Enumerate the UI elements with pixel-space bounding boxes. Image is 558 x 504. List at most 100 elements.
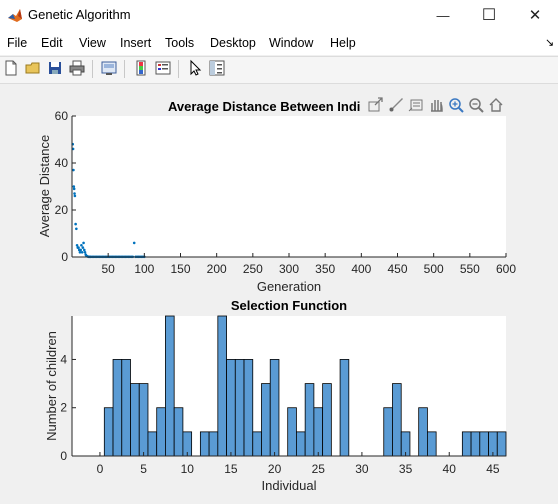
bar (479, 431, 489, 457)
y-tick-label: 20 (55, 203, 69, 217)
close-button[interactable]: ✕ (512, 0, 558, 30)
x-tick-label: 20 (268, 462, 282, 476)
x-tick-label: 5 (140, 462, 147, 476)
x-tick-label: 15 (224, 462, 238, 476)
datatip-icon[interactable] (408, 99, 423, 112)
figure-area: Average Distance Between Indi 50 100 150 20… (0, 84, 558, 504)
data-point (72, 187, 76, 191)
axes-average-distance[interactable]: Average Distance Between Indi 50 100 150 20… (37, 99, 516, 294)
property-editor-icon[interactable] (208, 59, 226, 77)
zoom-out-icon[interactable] (469, 98, 484, 113)
bar (322, 383, 332, 457)
bar (339, 359, 350, 457)
data-point (80, 243, 83, 247)
x-tick-labels: 50 100 150 200 250 300 350 400 450 500 550 600 (101, 262, 516, 276)
home-icon[interactable] (489, 98, 503, 112)
data-point (78, 251, 82, 254)
x-tick-labels: 0 5 10 15 20 25 30 35 40 45 (97, 462, 500, 476)
menu-tools[interactable]: Tools (165, 36, 195, 50)
plot-title: Average Distance Between Indi (168, 99, 360, 114)
data-point (82, 241, 85, 245)
bars (103, 315, 507, 457)
toolbar-separator (178, 60, 179, 78)
pan-icon[interactable] (431, 100, 443, 112)
print-icon[interactable] (68, 59, 86, 77)
data-point (72, 168, 75, 172)
data-point (73, 194, 77, 198)
menu-window[interactable]: Window (269, 36, 314, 50)
menu-insert[interactable]: Insert (120, 36, 152, 50)
matlab-logo-icon (8, 9, 22, 22)
export-icon[interactable] (368, 97, 383, 112)
bar (217, 315, 227, 457)
link-icon[interactable] (100, 59, 118, 77)
pointer-icon[interactable] (186, 59, 204, 77)
x-tick-label: 350 (315, 262, 335, 276)
data-point (75, 243, 79, 247)
open-file-icon[interactable] (24, 59, 42, 77)
x-tick-label: 100 (134, 262, 154, 276)
maximize-button[interactable]: ☐ (466, 0, 512, 30)
y-tick-label: 0 (60, 449, 67, 463)
axes-toolbar (364, 95, 506, 116)
bar (470, 431, 481, 457)
save-icon[interactable] (46, 59, 64, 77)
x-tick-label: 600 (496, 262, 516, 276)
menu-desktop[interactable]: Desktop (210, 36, 256, 50)
menu-help[interactable]: Help (330, 36, 356, 50)
x-tick-label: 30 (355, 462, 369, 476)
colorbar-icon[interactable] (132, 59, 150, 77)
legend-icon[interactable] (154, 59, 172, 77)
bar (173, 407, 184, 457)
menu-overflow-icon[interactable]: ↘ (545, 37, 555, 49)
bar (418, 407, 428, 457)
x-tick-label: 10 (181, 462, 195, 476)
bar (392, 383, 402, 457)
x-tick-label: 400 (351, 262, 371, 276)
minimize-button[interactable]: — (420, 0, 466, 30)
bar (199, 431, 210, 457)
maximize-icon: ☐ (481, 7, 497, 24)
y-tick-labels: 0 2 4 (60, 352, 67, 463)
menu-edit[interactable]: Edit (41, 36, 63, 50)
bar (304, 383, 315, 457)
window-title: Genetic Algorithm (28, 7, 131, 22)
toolbar-separator (92, 60, 93, 78)
axes-selection-function[interactable]: Selection Function 0 5 10 15 20 25 30 35 40 45 0 2… (44, 298, 507, 493)
data-point (74, 222, 77, 226)
figure-toolbar (0, 56, 558, 84)
data-point (75, 227, 78, 231)
y-tick-label: 4 (60, 352, 67, 366)
title-bar: Genetic Algorithm — ☐ ✕ (0, 0, 558, 30)
data-point (80, 251, 84, 254)
y-axis-label: Number of children (44, 331, 59, 441)
x-tick-label: 550 (460, 262, 480, 276)
bar (165, 315, 175, 457)
x-tick-label: 450 (387, 262, 407, 276)
menu-view[interactable]: View (79, 36, 106, 50)
bar (496, 431, 507, 457)
new-figure-icon[interactable] (2, 59, 20, 77)
zoom-in-icon[interactable] (449, 98, 464, 113)
data-point (77, 246, 80, 249)
x-tick-label: 200 (207, 262, 227, 276)
bar (269, 359, 280, 457)
plot-title: Selection Function (231, 298, 347, 313)
data-point (73, 192, 76, 195)
menu-file[interactable]: File (7, 36, 28, 50)
y-tick-label: 40 (55, 156, 69, 170)
data-point (72, 185, 76, 188)
bar (427, 431, 437, 457)
toolbar-separator (124, 60, 125, 78)
bar (243, 359, 254, 457)
bar (461, 431, 472, 457)
menu-bar (0, 30, 558, 55)
close-icon: ✕ (528, 7, 542, 24)
brush-icon[interactable] (389, 98, 404, 112)
bar (156, 407, 166, 457)
bar (130, 383, 140, 457)
x-tick-label: 0 (97, 462, 104, 476)
plot-area[interactable] (72, 116, 506, 257)
y-tick-label: 0 (61, 250, 68, 264)
bar (234, 359, 245, 457)
